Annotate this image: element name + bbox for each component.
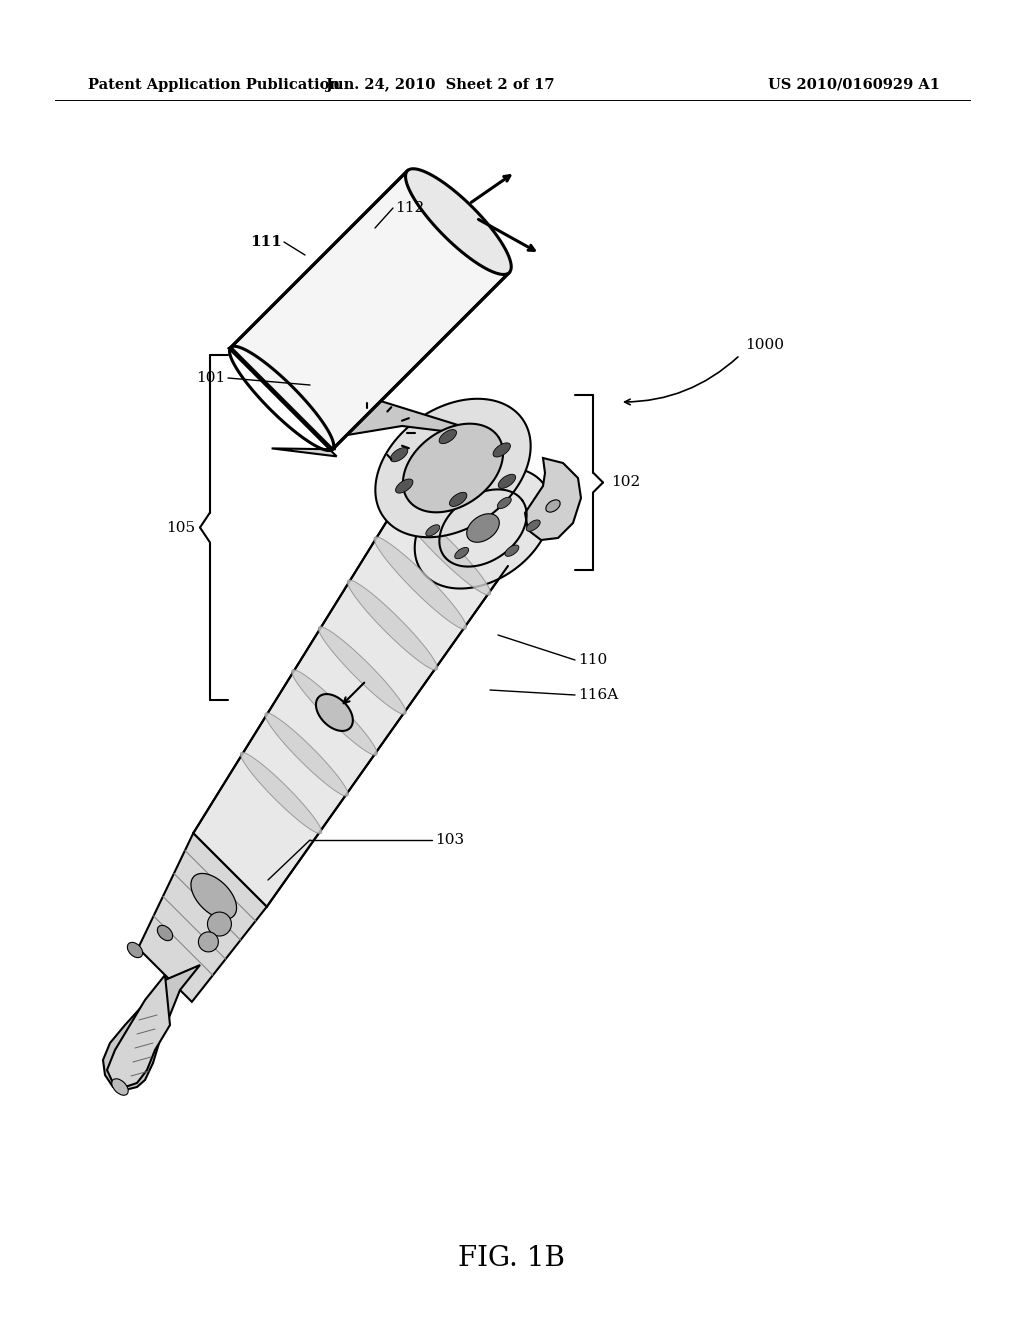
Polygon shape [194, 474, 508, 907]
Text: 111: 111 [250, 235, 282, 249]
Polygon shape [426, 525, 439, 536]
Text: 1000: 1000 [745, 338, 784, 352]
Polygon shape [199, 932, 218, 952]
Polygon shape [347, 579, 437, 671]
Polygon shape [499, 474, 516, 488]
Ellipse shape [158, 925, 173, 941]
Ellipse shape [546, 500, 560, 512]
Polygon shape [505, 545, 519, 556]
Polygon shape [208, 912, 231, 936]
Text: 103: 103 [435, 833, 464, 847]
Polygon shape [415, 467, 551, 589]
Polygon shape [439, 429, 457, 444]
Polygon shape [525, 458, 581, 540]
Polygon shape [292, 669, 377, 755]
Text: Jun. 24, 2010  Sheet 2 of 17: Jun. 24, 2010 Sheet 2 of 17 [326, 78, 554, 92]
Ellipse shape [127, 942, 142, 957]
Polygon shape [241, 358, 500, 440]
Polygon shape [103, 965, 200, 1090]
Text: US 2010/0160929 A1: US 2010/0160929 A1 [768, 78, 940, 92]
Polygon shape [498, 498, 511, 508]
Text: Patent Application Publication: Patent Application Publication [88, 78, 340, 92]
Ellipse shape [112, 1078, 128, 1096]
Polygon shape [227, 347, 337, 457]
Polygon shape [316, 694, 353, 731]
Polygon shape [494, 444, 510, 457]
Text: 112: 112 [395, 201, 424, 215]
Polygon shape [390, 447, 408, 462]
Text: 105: 105 [166, 520, 195, 535]
Polygon shape [447, 500, 461, 511]
Polygon shape [395, 479, 413, 494]
Polygon shape [403, 424, 503, 512]
Polygon shape [526, 520, 541, 531]
Text: FIG. 1B: FIG. 1B [459, 1245, 565, 1272]
Polygon shape [406, 169, 511, 275]
Polygon shape [450, 492, 467, 507]
Polygon shape [241, 752, 322, 834]
Polygon shape [396, 500, 490, 595]
Text: 116A: 116A [578, 688, 618, 702]
Polygon shape [106, 975, 170, 1086]
Text: 110: 110 [578, 653, 607, 667]
Polygon shape [318, 627, 407, 714]
Polygon shape [467, 513, 500, 543]
Polygon shape [138, 833, 267, 1002]
Polygon shape [190, 874, 237, 919]
Polygon shape [265, 713, 348, 796]
Polygon shape [374, 537, 467, 630]
Polygon shape [376, 399, 530, 537]
Text: 102: 102 [611, 475, 640, 490]
Polygon shape [230, 170, 509, 449]
Polygon shape [455, 548, 469, 558]
Text: 101: 101 [196, 371, 225, 385]
